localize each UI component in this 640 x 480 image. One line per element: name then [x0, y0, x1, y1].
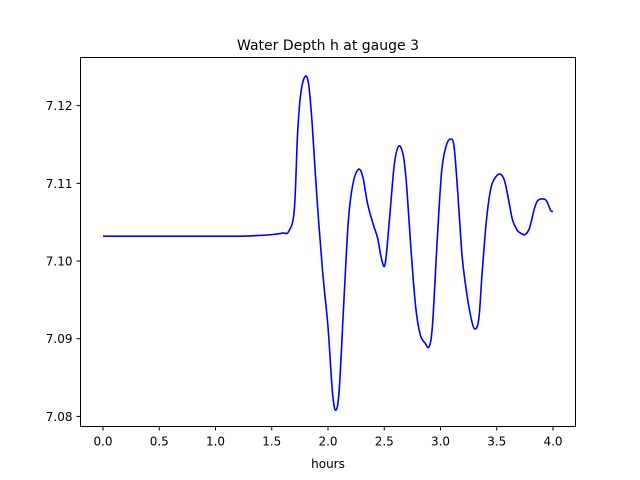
x-tick-label: 3.0: [431, 435, 450, 449]
chart-title: Water Depth h at gauge 3: [237, 38, 419, 54]
series-layer: [103, 75, 554, 412]
x-tick-label: 1.5: [262, 435, 281, 449]
x-axis-label: hours: [311, 457, 345, 471]
x-tick-label: 1.0: [206, 435, 225, 449]
x-tick-label: 0.5: [150, 435, 169, 449]
y-tick-label: 7.09: [46, 332, 73, 346]
y-axis: 7.08 7.09 7.10 7.11 7.12: [46, 99, 81, 424]
x-axis: 0.0 0.5 1.0 1.5 2.0 2.5 3.0 3.5 4.0: [93, 426, 563, 449]
y-tick-label: 7.11: [46, 177, 73, 191]
x-tick-label: 0.0: [93, 435, 112, 449]
x-tick-label: 4.0: [543, 435, 562, 449]
x-tick-label: 2.0: [318, 435, 337, 449]
y-tick-label: 7.10: [46, 255, 73, 269]
series-line-0: [103, 75, 554, 412]
x-tick-label: 2.5: [375, 435, 394, 449]
y-tick-label: 7.08: [46, 410, 73, 424]
x-tick-label: 3.5: [487, 435, 506, 449]
y-tick-label: 7.12: [46, 99, 73, 113]
